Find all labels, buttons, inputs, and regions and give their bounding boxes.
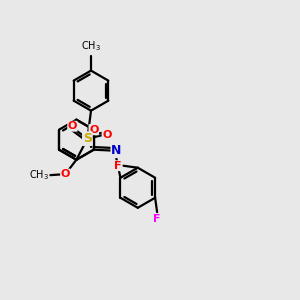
Text: CH$_3$: CH$_3$ — [81, 39, 101, 53]
Text: N: N — [111, 144, 122, 157]
Text: O: O — [68, 121, 77, 131]
Text: O: O — [102, 130, 112, 140]
Text: F: F — [153, 214, 161, 224]
Text: CH$_3$: CH$_3$ — [29, 168, 49, 182]
Text: O: O — [61, 169, 70, 179]
Text: O: O — [89, 125, 98, 135]
Text: S: S — [83, 132, 92, 145]
Text: F: F — [114, 161, 122, 171]
